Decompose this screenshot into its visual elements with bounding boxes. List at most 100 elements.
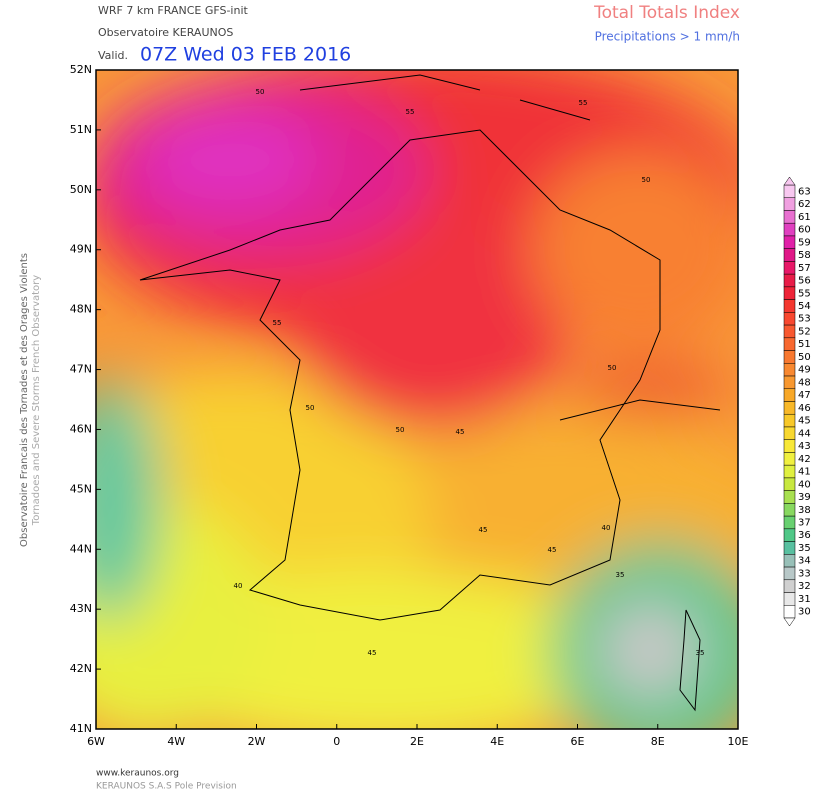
lon-label: 10E bbox=[728, 735, 749, 748]
colorbar-cell bbox=[783, 248, 796, 262]
colorbar-label: 37 bbox=[798, 517, 811, 528]
colorbar-cell bbox=[783, 464, 796, 479]
contour-label: 50 bbox=[256, 88, 265, 96]
map-title: Total Totals Index bbox=[593, 3, 740, 23]
colorbar-cell bbox=[783, 515, 796, 530]
colorbar-label: 62 bbox=[798, 199, 811, 210]
lon-label: 4W bbox=[167, 735, 185, 748]
colorbar-cell bbox=[783, 312, 796, 326]
contour-label: 55 bbox=[579, 99, 588, 107]
contour-label: 40 bbox=[602, 524, 611, 532]
colorbar-arrow bbox=[783, 176, 796, 186]
lon-label: 2W bbox=[248, 735, 266, 748]
footer-site: www.keraunos.org bbox=[96, 769, 179, 779]
colorbar-label: 46 bbox=[798, 403, 811, 414]
colorbar-cell bbox=[783, 413, 796, 428]
colorbar-label: 33 bbox=[798, 568, 811, 579]
colorbar-cell bbox=[783, 337, 796, 351]
lat-label: 51N bbox=[70, 123, 92, 136]
colorbar-label: 31 bbox=[798, 594, 811, 605]
contour-label: 45 bbox=[456, 428, 465, 436]
colorbar-cell bbox=[783, 592, 796, 606]
colorbar-cell bbox=[783, 541, 796, 555]
colorbar-label: 58 bbox=[798, 250, 811, 261]
side-text: Observatoire Francais des Tornades et de… bbox=[19, 253, 30, 547]
colorbar-label: 49 bbox=[798, 365, 811, 376]
contour-label: 45 bbox=[548, 546, 557, 554]
colorbar-cell bbox=[783, 299, 796, 313]
colorbar-label: 61 bbox=[798, 212, 811, 223]
lon-label: 6W bbox=[87, 735, 105, 748]
contour-label: 50 bbox=[396, 426, 405, 434]
colorbar-label: 54 bbox=[798, 301, 811, 312]
lat-label: 50N bbox=[70, 183, 92, 196]
colorbar-cell bbox=[783, 222, 796, 237]
colorbar-cell bbox=[783, 579, 796, 593]
contour-label: 45 bbox=[479, 526, 488, 534]
contour-label: 55 bbox=[273, 319, 282, 327]
colorbar-cell bbox=[783, 363, 796, 377]
colorbar-label: 57 bbox=[798, 263, 811, 274]
lat-label: 52N bbox=[70, 63, 92, 76]
valid-prefix: Valid. bbox=[98, 49, 128, 62]
colorbar-cell bbox=[783, 197, 796, 211]
colorbar-cell bbox=[783, 350, 796, 364]
colorbar-cell bbox=[783, 235, 796, 249]
colorbar-cell bbox=[783, 210, 796, 224]
lat-label: 49N bbox=[70, 243, 92, 256]
contour-label: 50 bbox=[642, 176, 651, 184]
colorbar-label: 51 bbox=[798, 339, 811, 350]
colorbar-label: 32 bbox=[798, 581, 811, 592]
colorbar-label: 39 bbox=[798, 492, 811, 503]
map-field bbox=[96, 70, 738, 729]
colorbar-cell bbox=[783, 554, 796, 568]
colorbar-cell bbox=[783, 477, 796, 491]
contour-label: 35 bbox=[696, 649, 705, 657]
colorbar-label: 41 bbox=[798, 467, 811, 478]
contour-label: 50 bbox=[306, 404, 315, 412]
lat-label: 44N bbox=[70, 542, 92, 555]
colorbar-cell bbox=[783, 528, 796, 542]
valid-time: 07Z Wed 03 FEB 2016 bbox=[140, 44, 351, 66]
footer-company: KERAUNOS S.A.S Pole Prevision bbox=[96, 782, 237, 792]
colorbar-cell bbox=[783, 452, 796, 466]
colorbar-label: 60 bbox=[798, 225, 811, 236]
colorbar-cell bbox=[783, 273, 796, 288]
lon-label: 4E bbox=[490, 735, 504, 748]
colorbar-label: 35 bbox=[798, 543, 811, 554]
colorbar-cell bbox=[783, 439, 796, 453]
lat-label: 48N bbox=[70, 303, 92, 316]
colorbar-cell bbox=[783, 388, 796, 402]
colorbar-cell bbox=[783, 605, 796, 619]
lon-label: 2E bbox=[410, 735, 424, 748]
colorbar-cell bbox=[783, 286, 796, 300]
colorbar-label: 55 bbox=[798, 288, 811, 299]
colorbar-label: 34 bbox=[798, 556, 811, 567]
colorbar-label: 48 bbox=[798, 377, 811, 388]
model-text: WRF 7 km FRANCE GFS-init bbox=[98, 4, 249, 17]
colorbar-label: 45 bbox=[798, 416, 811, 427]
lon-label: 8E bbox=[651, 735, 665, 748]
lat-label: 46N bbox=[70, 422, 92, 435]
lat-label: 42N bbox=[70, 662, 92, 675]
colorbar-cell bbox=[783, 375, 796, 390]
colorbar-cell bbox=[783, 490, 796, 504]
colorbar-cell bbox=[783, 503, 796, 517]
contour-label: 40 bbox=[234, 582, 243, 590]
lat-label: 47N bbox=[70, 363, 92, 376]
colorbar-label: 53 bbox=[798, 314, 811, 325]
map-subtitle: Precipitations > 1 mm/h bbox=[595, 30, 740, 44]
colorbar-arrow bbox=[783, 617, 796, 627]
colorbar-label: 38 bbox=[798, 505, 811, 516]
colorbar-label: 42 bbox=[798, 454, 811, 465]
colorbar-cell bbox=[783, 426, 796, 440]
lon-label: 6E bbox=[571, 735, 585, 748]
colorbar-cell bbox=[783, 261, 796, 275]
colorbar-label: 36 bbox=[798, 530, 811, 541]
lon-label: 0 bbox=[333, 735, 340, 748]
contour-label: 35 bbox=[616, 571, 625, 579]
observatory-text: Observatoire KERAUNOS bbox=[98, 26, 233, 39]
lat-label: 41N bbox=[70, 722, 92, 735]
colorbar-label: 59 bbox=[798, 237, 811, 248]
